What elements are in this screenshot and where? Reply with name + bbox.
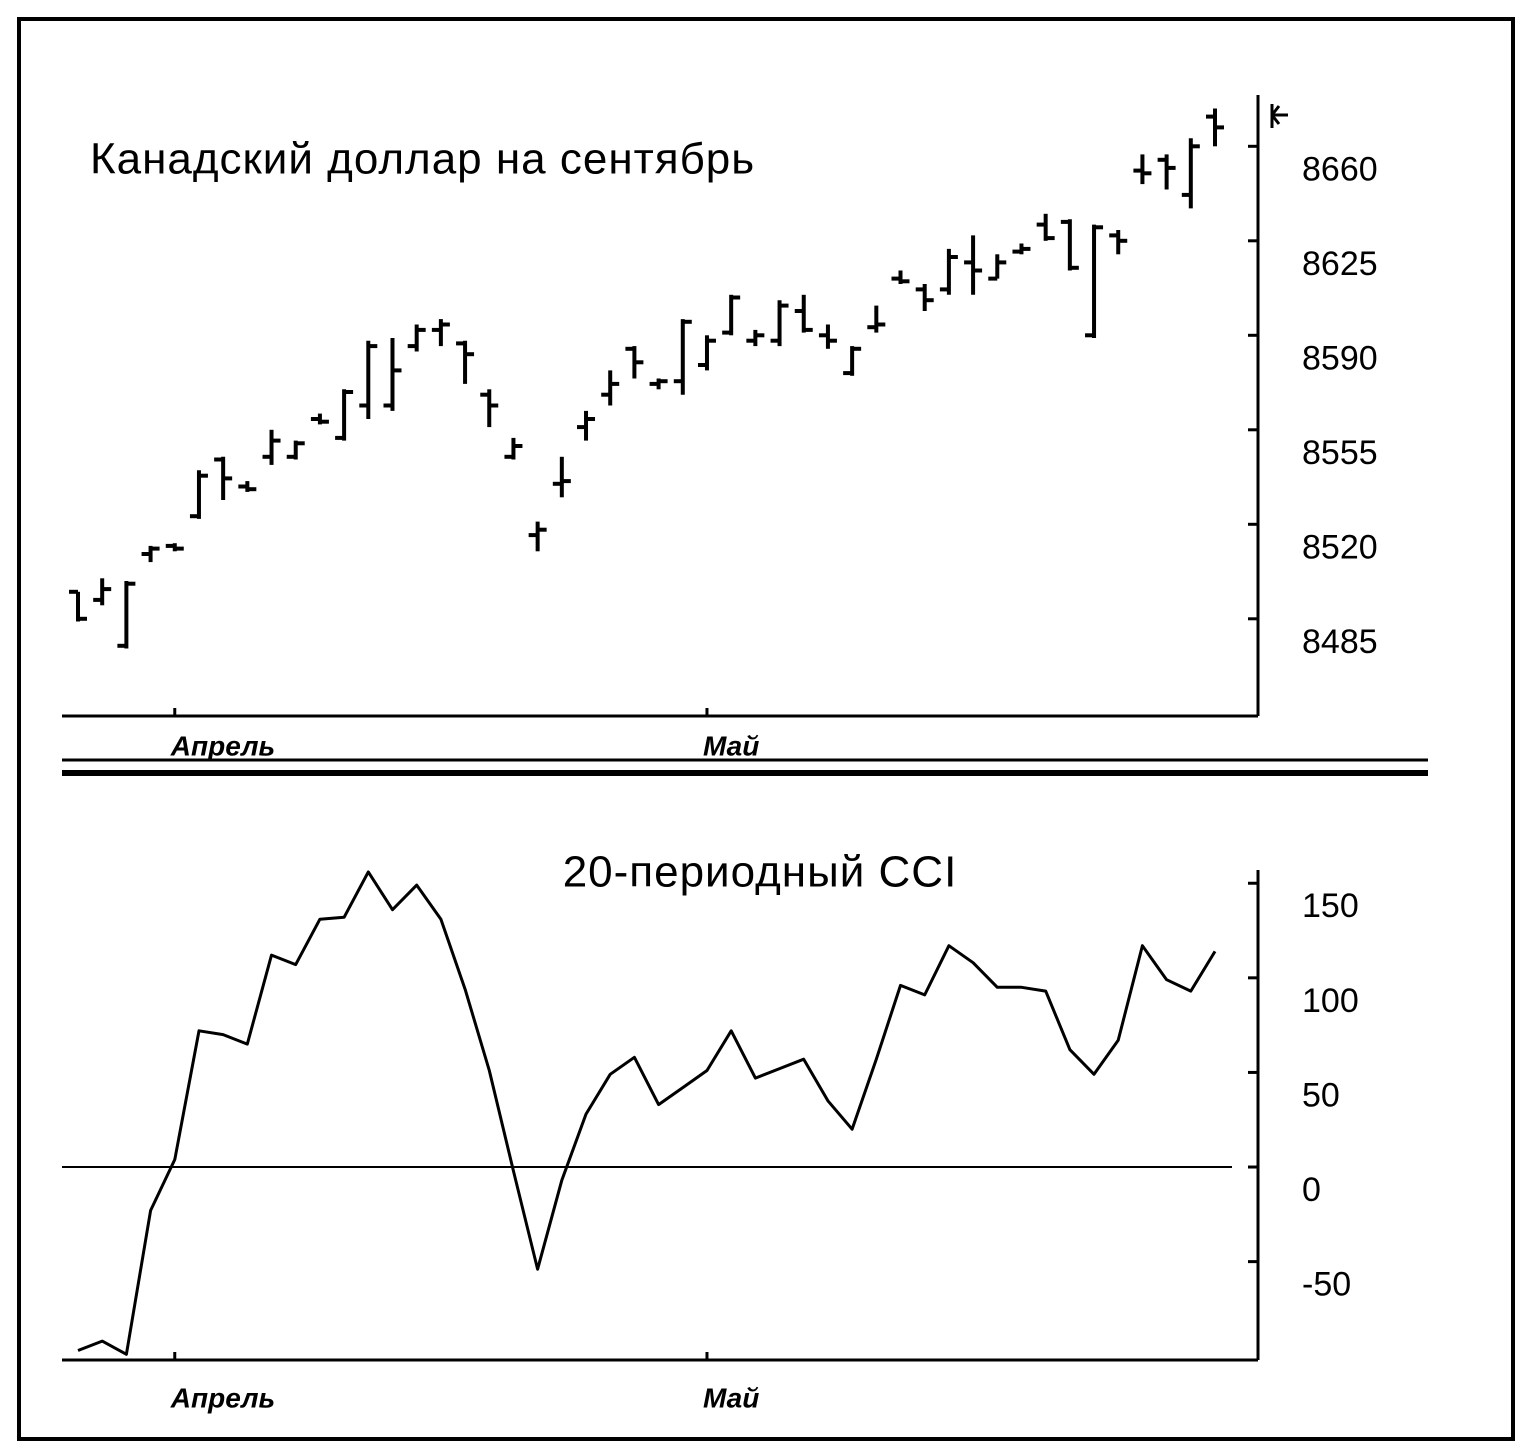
y-tick-label: 50 [1302,1076,1340,1114]
y-tick-label: 8485 [1302,623,1378,661]
y-tick-label: -50 [1302,1266,1351,1304]
x-tick-label: Май [703,1382,759,1413]
y-tick-label: 8625 [1302,245,1378,283]
x-tick-label: Май [703,730,759,761]
chart-title: Канадский доллар на сентябрь [90,135,755,184]
cci-line [77,870,1217,1356]
y-tick-label: 100 [1302,982,1359,1020]
y-tick-label: 8520 [1302,528,1378,566]
y-tick-label: 8555 [1302,434,1378,472]
x-tick-label: Апрель [170,730,275,761]
y-tick-label: 8660 [1302,150,1378,188]
y-tick-label: 0 [1302,1171,1321,1209]
y-tick-label: 8590 [1302,339,1378,377]
frame [17,17,1515,1441]
x-tick-label: Апрель [170,1382,275,1413]
y-tick-label: 150 [1302,887,1359,925]
chart-title: 20-периодный CCI [563,848,958,897]
last-price-arrow [1270,104,1288,128]
